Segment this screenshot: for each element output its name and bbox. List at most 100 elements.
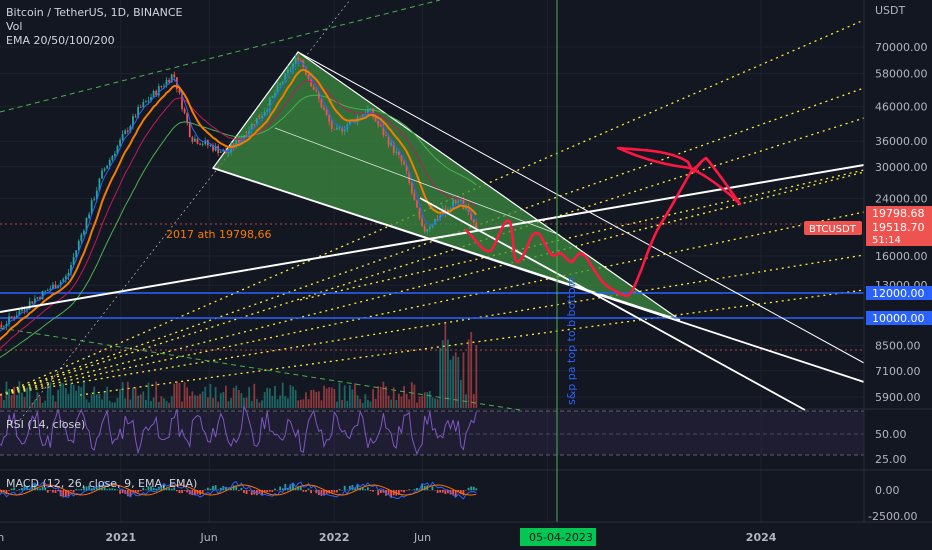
candle-body[interactable]	[369, 108, 372, 110]
candle-body[interactable]	[212, 145, 214, 151]
candle-body[interactable]	[119, 139, 121, 146]
candle-body[interactable]	[209, 145, 212, 146]
white-trendline-falling-2[interactable]	[212, 167, 864, 383]
candle-body[interactable]	[330, 121, 333, 129]
candle-body[interactable]	[64, 276, 67, 280]
candle-body[interactable]	[173, 74, 176, 78]
white-trendline-rising[interactable]	[0, 164, 864, 313]
candle-body[interactable]	[248, 130, 251, 136]
candle-body[interactable]	[392, 142, 395, 153]
candle-body[interactable]	[382, 126, 385, 136]
candle-body[interactable]	[421, 218, 424, 227]
dotted-fan-line[interactable]	[0, 19, 864, 396]
candle-body[interactable]	[222, 150, 225, 152]
candle-body[interactable]	[44, 290, 47, 292]
candle-body[interactable]	[114, 153, 116, 156]
green-dashed-lower[interactable]	[0, 327, 521, 411]
candle-body[interactable]	[33, 298, 36, 304]
candle-body[interactable]	[67, 272, 70, 277]
candle-body[interactable]	[452, 199, 455, 208]
legend-vol[interactable]: Vol	[6, 20, 23, 33]
candle-body[interactable]	[312, 86, 315, 90]
candle-body[interactable]	[144, 101, 147, 103]
candle-body[interactable]	[235, 139, 238, 148]
candle-body[interactable]	[261, 115, 263, 119]
candle-body[interactable]	[80, 234, 83, 241]
candle-body[interactable]	[403, 161, 405, 165]
candle-body[interactable]	[367, 108, 369, 115]
candle-body[interactable]	[289, 69, 292, 71]
candle-body[interactable]	[152, 90, 155, 98]
candle-body[interactable]	[15, 315, 18, 319]
candle-body[interactable]	[0, 324, 3, 327]
candle-body[interactable]	[219, 151, 222, 153]
candle-body[interactable]	[397, 151, 400, 156]
candle-body[interactable]	[459, 199, 462, 202]
white-trendline-falling-1[interactable]	[297, 51, 864, 364]
candle-body[interactable]	[413, 193, 416, 201]
candle-body[interactable]	[129, 126, 132, 132]
candle-body[interactable]	[405, 164, 408, 172]
candle-body[interactable]	[374, 117, 377, 122]
candle-body[interactable]	[121, 134, 124, 140]
candle-body[interactable]	[431, 224, 434, 227]
candle-body[interactable]	[90, 200, 93, 215]
vertical-annotation[interactable]: s&p pa top to b bottom	[565, 277, 578, 405]
candle-body[interactable]	[21, 309, 23, 311]
legend-symbol[interactable]: Bitcoin / TetherUS, 1D, BINANCE	[6, 6, 183, 19]
legend-macd[interactable]: MACD (12, 26, close, 9, EMA, EMA)	[6, 477, 198, 490]
candle-body[interactable]	[341, 127, 343, 132]
candle-body[interactable]	[134, 116, 137, 118]
candle-body[interactable]	[338, 127, 341, 129]
candle-body[interactable]	[348, 120, 351, 125]
white-trendline-falling-3[interactable]	[419, 197, 806, 411]
candle-body[interactable]	[359, 116, 362, 118]
candle-body[interactable]	[428, 226, 431, 230]
candle-body[interactable]	[98, 178, 101, 191]
candle-body[interactable]	[2, 326, 5, 328]
candle-body[interactable]	[139, 107, 142, 108]
candle-body[interactable]	[59, 281, 62, 286]
candle-body[interactable]	[170, 74, 173, 83]
candle-body[interactable]	[281, 81, 284, 84]
candle-body[interactable]	[436, 218, 439, 220]
candle-body[interactable]	[157, 86, 160, 96]
candle-body[interactable]	[395, 151, 398, 153]
candle-body[interactable]	[255, 118, 258, 126]
candle-body[interactable]	[387, 135, 390, 146]
candle-body[interactable]	[83, 230, 85, 235]
ema-200-line[interactable]	[0, 94, 477, 373]
candle-body[interactable]	[77, 240, 80, 251]
candle-body[interactable]	[116, 145, 119, 154]
candle-body[interactable]	[70, 264, 72, 273]
candle-body[interactable]	[111, 155, 114, 160]
candle-body[interactable]	[28, 301, 31, 309]
rsi-line[interactable]	[0, 405, 477, 456]
candle-body[interactable]	[126, 130, 129, 132]
candle-body[interactable]	[142, 102, 145, 108]
candle-body[interactable]	[46, 290, 49, 292]
candle-body[interactable]	[106, 165, 109, 169]
candle-body[interactable]	[297, 57, 300, 60]
candle-body[interactable]	[284, 72, 287, 82]
candle-body[interactable]	[263, 112, 266, 116]
candle-body[interactable]	[124, 130, 127, 135]
candle-body[interactable]	[52, 284, 54, 289]
candle-body[interactable]	[472, 219, 475, 223]
candle-body[interactable]	[328, 114, 331, 122]
candle-body[interactable]	[163, 85, 165, 87]
candle-body[interactable]	[465, 207, 467, 209]
dotted-fan-line[interactable]	[0, 254, 864, 396]
candle-body[interactable]	[307, 74, 310, 79]
candle-body[interactable]	[279, 83, 282, 86]
candle-body[interactable]	[62, 279, 65, 282]
candle-body[interactable]	[188, 122, 191, 138]
candle-body[interactable]	[410, 182, 413, 194]
candle-body[interactable]	[199, 143, 201, 145]
candle-body[interactable]	[88, 214, 90, 219]
candle-body[interactable]	[41, 291, 44, 300]
legend-rsi[interactable]: RSI (14, close)	[6, 418, 86, 431]
candle-body[interactable]	[286, 69, 289, 73]
candle-body[interactable]	[276, 85, 279, 94]
ath-annotation[interactable]: 2017 ath 19798,66	[166, 228, 272, 241]
